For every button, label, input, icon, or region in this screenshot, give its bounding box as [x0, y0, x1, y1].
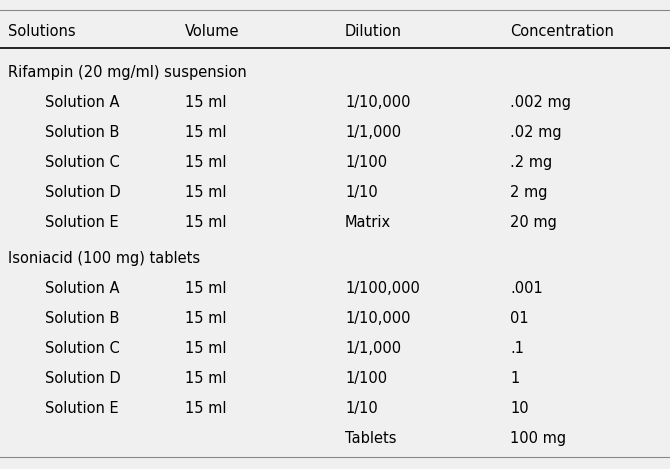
Text: 1/10,000: 1/10,000: [345, 95, 411, 110]
Text: Solution A: Solution A: [45, 281, 119, 296]
Text: 2 mg: 2 mg: [510, 185, 547, 200]
Text: .001: .001: [510, 281, 543, 296]
Text: 15 ml: 15 ml: [185, 341, 226, 356]
Text: 1/1,000: 1/1,000: [345, 341, 401, 356]
Text: 100 mg: 100 mg: [510, 431, 566, 446]
Text: Tablets: Tablets: [345, 431, 397, 446]
Text: Solution B: Solution B: [45, 311, 119, 326]
Text: .1: .1: [510, 341, 524, 356]
Text: Solution D: Solution D: [45, 185, 121, 200]
Text: Solution E: Solution E: [45, 215, 119, 230]
Text: 15 ml: 15 ml: [185, 371, 226, 386]
Text: Solution D: Solution D: [45, 371, 121, 386]
Text: .2 mg: .2 mg: [510, 155, 552, 170]
Text: 1/10: 1/10: [345, 401, 378, 416]
Text: Matrix: Matrix: [345, 215, 391, 230]
Text: 15 ml: 15 ml: [185, 155, 226, 170]
Text: .002 mg: .002 mg: [510, 95, 571, 110]
Text: Dilution: Dilution: [345, 24, 402, 39]
Text: 15 ml: 15 ml: [185, 311, 226, 326]
Text: 1: 1: [510, 371, 519, 386]
Text: 20 mg: 20 mg: [510, 215, 557, 230]
Text: 1/100: 1/100: [345, 155, 387, 170]
Text: 1/100: 1/100: [345, 371, 387, 386]
Text: 15 ml: 15 ml: [185, 281, 226, 296]
Text: 1/100,000: 1/100,000: [345, 281, 420, 296]
Text: Rifampin (20 mg/ml) suspension: Rifampin (20 mg/ml) suspension: [8, 65, 247, 80]
Text: 15 ml: 15 ml: [185, 185, 226, 200]
Text: 1/10,000: 1/10,000: [345, 311, 411, 326]
Text: .02 mg: .02 mg: [510, 125, 561, 140]
Text: Solution E: Solution E: [45, 401, 119, 416]
Text: 15 ml: 15 ml: [185, 215, 226, 230]
Text: Solution C: Solution C: [45, 155, 120, 170]
Text: Isoniacid (100 mg) tablets: Isoniacid (100 mg) tablets: [8, 251, 200, 266]
Text: 1/1,000: 1/1,000: [345, 125, 401, 140]
Text: 01: 01: [510, 311, 529, 326]
Text: 15 ml: 15 ml: [185, 401, 226, 416]
Text: 1/10: 1/10: [345, 185, 378, 200]
Text: 15 ml: 15 ml: [185, 95, 226, 110]
Text: Solution C: Solution C: [45, 341, 120, 356]
Text: Concentration: Concentration: [510, 24, 614, 39]
Text: Volume: Volume: [185, 24, 239, 39]
Text: Solution A: Solution A: [45, 95, 119, 110]
Text: 10: 10: [510, 401, 529, 416]
Text: 15 ml: 15 ml: [185, 125, 226, 140]
Text: Solutions: Solutions: [8, 24, 76, 39]
Text: Solution B: Solution B: [45, 125, 119, 140]
